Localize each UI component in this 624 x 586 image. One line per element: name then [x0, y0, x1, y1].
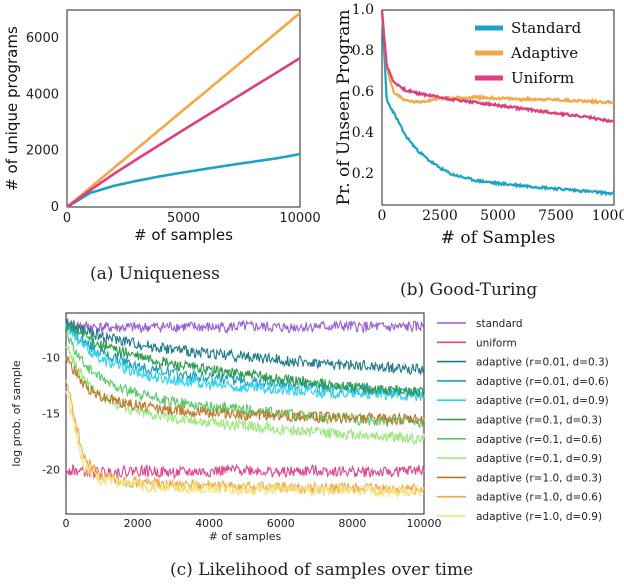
- x-axis-label: # of samples: [209, 530, 282, 543]
- series-line-3: [66, 57, 301, 209]
- legend-label: Uniform: [511, 69, 574, 87]
- y-tick-label: -20: [42, 463, 60, 476]
- x-axis-label: # of samples: [134, 226, 233, 244]
- x-tick-label: 6000: [267, 517, 295, 530]
- y-tick-label: -10: [42, 352, 60, 365]
- series-line-3: [380, 9, 615, 124]
- y-tick-label: 1.0: [352, 2, 374, 18]
- y-axis-label: Pr. of Unseen Program: [334, 10, 354, 206]
- legend-label: standard: [476, 318, 523, 330]
- legend-label: adaptive (r=1.0, d=0.9): [476, 511, 602, 523]
- series-line-2: [380, 9, 615, 105]
- x-tick-label: 10000: [279, 211, 320, 226]
- series-line-2: [65, 463, 425, 480]
- x-tick-label: 10000: [592, 208, 624, 224]
- x-axis-label: # of Samples: [441, 228, 556, 248]
- legend-label: adaptive (r=0.1, d=0.6): [476, 434, 602, 446]
- legend: standard uniform adaptive (r=0.01, d=0.3) a…: [437, 318, 609, 523]
- series-line-8: [65, 345, 425, 446]
- x-tick-label: 10000: [407, 517, 442, 530]
- series-line-1: [65, 317, 425, 335]
- series-line-9: [65, 356, 425, 426]
- chart-good-turing: 0 2500 5000 7500 10000 0.2 0.4 0.6 0.8 1.0 # of Sa…: [334, 2, 624, 248]
- legend-label: adaptive (r=1.0, d=0.3): [476, 472, 602, 484]
- series-line-6: [65, 321, 425, 398]
- legend-label: uniform: [476, 337, 517, 349]
- series-line-3: [65, 319, 425, 376]
- legend-label: adaptive (r=0.01, d=0.9): [476, 395, 609, 407]
- legend-label: Adaptive: [510, 44, 578, 62]
- caption-a: (a) Uniqueness: [90, 264, 220, 284]
- x-tick-label: 5000: [480, 208, 516, 224]
- x-tick-label: 5000: [167, 211, 200, 226]
- y-tick-label: 6000: [26, 31, 59, 46]
- series-line-4: [65, 321, 425, 400]
- legend: Standard Adaptive Uniform: [475, 19, 582, 87]
- y-tick-label: 0: [51, 200, 59, 215]
- series-line-11: [65, 391, 424, 500]
- caption-b: (b) Good-Turing: [400, 280, 538, 300]
- series-line-2: [66, 11, 301, 208]
- x-tick-label: 2500: [422, 208, 458, 224]
- x-tick-label: 7500: [538, 208, 574, 224]
- y-axis-label: log prob. of sample: [10, 360, 23, 467]
- plot-frame: [66, 9, 301, 208]
- series-line-1: [380, 9, 615, 197]
- legend-label: adaptive (r=0.1, d=0.3): [476, 415, 602, 427]
- x-tick-label: 0: [378, 208, 387, 224]
- chart-likelihood: 0 2000 4000 6000 8000 10000 -10 -15 -20 # of samp…: [10, 312, 609, 543]
- series-line-5: [65, 324, 425, 402]
- legend-label: adaptive (r=0.01, d=0.3): [476, 357, 609, 369]
- x-tick-label: 8000: [338, 517, 366, 530]
- x-tick-label: 0: [63, 211, 71, 226]
- y-tick-label: 0.8: [352, 43, 374, 59]
- chart-uniqueness: 0 5000 10000 0 2000 4000 6000 # of samples # of …: [3, 9, 321, 244]
- series-line-1: [66, 152, 301, 209]
- y-tick-label: 0.4: [352, 125, 374, 141]
- x-tick-label: 0: [63, 517, 70, 530]
- y-tick-label: 4000: [26, 87, 59, 102]
- legend-label: adaptive (r=0.01, d=0.6): [476, 376, 609, 388]
- y-tick-label: 0.6: [352, 84, 374, 100]
- legend-label: Standard: [511, 19, 582, 37]
- y-axis-label: # of unique programs: [3, 26, 21, 191]
- y-tick-label: 2000: [26, 144, 59, 159]
- caption-c: (c) Likelihood of samples over time: [170, 560, 474, 580]
- x-tick-label: 4000: [195, 517, 223, 530]
- x-tick-label: 2000: [124, 517, 152, 530]
- y-tick-label: -15: [42, 408, 60, 421]
- legend-label: adaptive (r=1.0, d=0.6): [476, 492, 602, 504]
- y-tick-label: 0.2: [352, 166, 374, 182]
- legend-label: adaptive (r=0.1, d=0.9): [476, 453, 602, 465]
- series-line-10: [65, 379, 425, 496]
- plot-frame: [65, 312, 425, 515]
- plot-frame: [381, 9, 615, 206]
